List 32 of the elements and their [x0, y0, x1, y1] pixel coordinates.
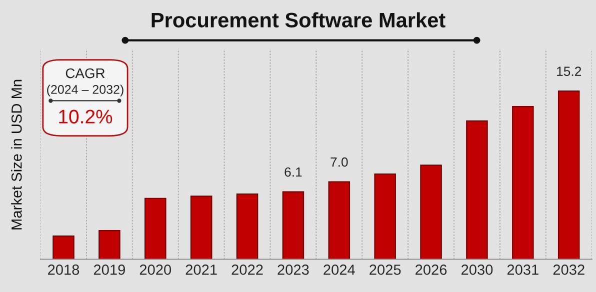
bar	[144, 198, 166, 260]
x-tick-label: 2026	[416, 264, 447, 275]
bar	[236, 193, 258, 260]
annotation: (2024 – 2032)	[47, 84, 124, 96]
bar	[328, 181, 350, 260]
bar	[282, 191, 304, 260]
annotation: 10.2%	[59, 110, 112, 124]
bar	[512, 106, 534, 260]
bar	[52, 236, 74, 260]
bar	[374, 174, 396, 260]
bar	[98, 230, 120, 260]
data-label: 7.0	[330, 157, 348, 167]
x-tick-label: 2019	[94, 264, 125, 275]
bar	[558, 90, 580, 260]
data-label: 15.2	[557, 66, 582, 76]
x-tick-label: 2018	[48, 264, 80, 275]
x-tick-label: 2030	[461, 264, 493, 275]
x-tick-label: 2021	[186, 264, 217, 275]
bar	[466, 120, 488, 260]
x-tick-label: 2020	[140, 264, 172, 275]
x-tick-label: 2022	[232, 264, 263, 275]
x-tick-label: 2023	[278, 264, 309, 275]
bar	[420, 164, 442, 260]
text: CAGR	[66, 68, 105, 78]
x-tick-label: 2031	[507, 264, 538, 275]
x-tick-label: 2025	[370, 264, 401, 275]
data-label: 6.1	[284, 167, 302, 177]
bar	[190, 196, 212, 260]
x-tick-label: 2024	[324, 264, 355, 275]
x-tick-label: 2032	[553, 264, 584, 275]
y-axis-title: Market Size in USD Mn	[11, 80, 22, 230]
chart-title: Procurement Software Market	[152, 12, 446, 28]
